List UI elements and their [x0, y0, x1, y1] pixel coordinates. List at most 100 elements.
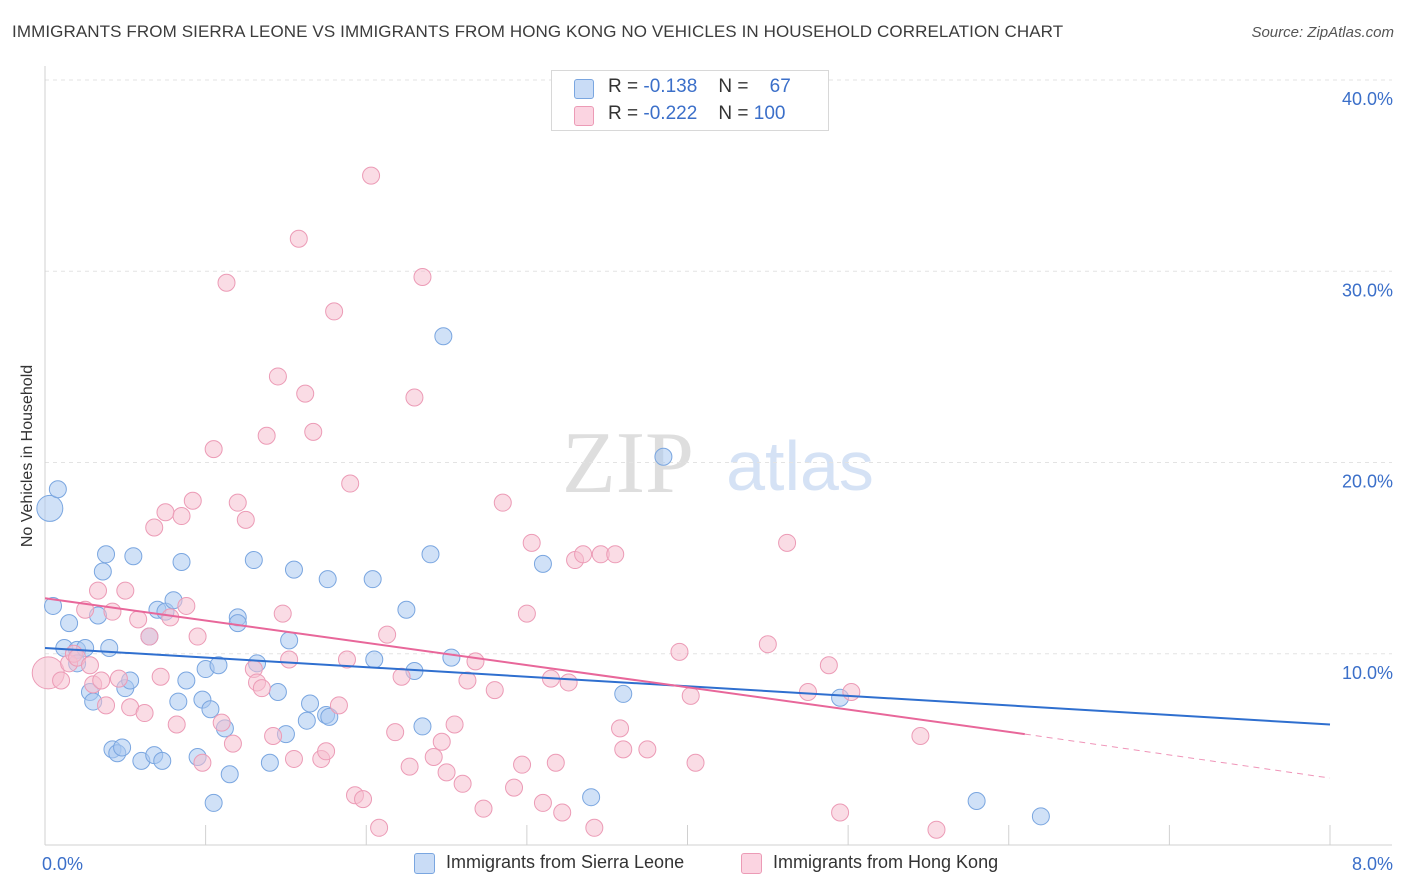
sierra-leone-point [297, 711, 316, 730]
hong-kong-point [52, 671, 71, 690]
sierra-leone-point [44, 596, 63, 615]
y-tick-label: 30.0% [1342, 280, 1393, 300]
hong-kong-point [485, 681, 504, 700]
hong-kong-point [212, 713, 231, 732]
hong-kong-point [76, 600, 95, 619]
sierra-leone-point [421, 545, 440, 564]
n-label: N = [718, 76, 749, 97]
sierra-leone-point [172, 552, 191, 571]
sierra-leone-point [220, 765, 239, 784]
hong-kong-point [559, 673, 578, 692]
hong-kong-point [424, 748, 443, 767]
hong-kong-point [831, 803, 850, 822]
hong-kong-point [466, 652, 485, 671]
hong-kong-point [517, 604, 536, 623]
watermark-atlas: atlas [726, 427, 874, 505]
stats-swatch-pink [574, 106, 594, 126]
sierra-leone-point [244, 551, 263, 570]
hong-kong-point [140, 627, 159, 646]
x-tick-label: 8.0% [1352, 854, 1393, 874]
hong-kong-point [819, 656, 838, 675]
hong-kong-point [172, 507, 191, 526]
sierra-leone-point [60, 614, 79, 633]
hong-kong-point [317, 742, 336, 761]
sierra-leone-point [442, 648, 461, 667]
hong-kong-point [103, 602, 122, 621]
hong-kong-point [167, 715, 186, 734]
sierra-leone-point [124, 547, 143, 566]
hong-kong-point [135, 704, 154, 723]
sierra-leone-point [36, 494, 64, 522]
n-label: N = [718, 103, 749, 124]
hong-kong-point [606, 545, 625, 564]
y-tick-label: 10.0% [1342, 663, 1393, 683]
hong-kong-point [188, 627, 207, 646]
hong-kong-point [638, 740, 657, 759]
sierra-leone-point [365, 650, 384, 669]
hong-kong-point [325, 302, 344, 321]
hong-kong-point [97, 696, 116, 715]
hong-kong-point [927, 820, 946, 839]
hong-kong-point [474, 799, 493, 818]
sierra-leone-point [320, 707, 339, 726]
legend-label: Immigrants from Hong Kong [773, 852, 999, 872]
hong-kong-point [151, 667, 170, 686]
hong-kong-point [280, 650, 299, 669]
hong-kong-point [329, 696, 348, 715]
y-tick-label: 20.0% [1342, 472, 1393, 492]
hong-kong-point [574, 545, 593, 564]
sierra-leone-point [614, 684, 633, 703]
r-label: R = [608, 76, 639, 97]
sierra-leone-point [284, 560, 303, 579]
n-value: 67 [769, 76, 791, 97]
watermark-zip: ZIP [562, 415, 694, 512]
hong-kong-point [611, 719, 630, 738]
hong-kong-point [296, 384, 315, 403]
r-value: -0.222 [643, 103, 698, 124]
sierra-leone-point [582, 788, 601, 807]
sierra-leone-point [363, 570, 382, 589]
hong-kong-point [670, 642, 689, 661]
sierra-leone-point [654, 447, 673, 466]
hong-kong-point [257, 426, 276, 445]
sierra-leone-trend-line [44, 647, 1331, 726]
hong-kong-point [585, 818, 604, 837]
hong-kong-point [386, 723, 405, 742]
sierra-leone-point [97, 545, 116, 564]
sierra-leone-point [204, 793, 223, 812]
hong-kong-point [505, 778, 524, 797]
hong-kong-point [129, 610, 148, 629]
sierra-leone-point [301, 694, 320, 713]
hong-kong-point [145, 518, 164, 537]
sierra-leone-point [169, 692, 188, 711]
sierra-leone-point [201, 700, 220, 719]
hong-kong-point [193, 753, 212, 772]
stats-swatch-blue [574, 79, 594, 99]
hong-kong-point [304, 422, 323, 441]
hong-kong-point [252, 679, 271, 698]
sierra-leone-point [967, 792, 986, 811]
hong-kong-point [177, 596, 196, 615]
hong-kong-point [533, 793, 552, 812]
hong-kong-point [405, 388, 424, 407]
hong-kong-point [681, 686, 700, 705]
hong-kong-point [370, 818, 389, 837]
hong-kong-point [109, 669, 128, 688]
hong-kong-point [400, 757, 419, 776]
legend-label: Immigrants from Sierra Leone [446, 852, 685, 872]
legend-swatch-blue [414, 853, 435, 874]
sierra-leone-point [280, 631, 299, 650]
hong-kong-point [236, 510, 255, 529]
hong-kong-point [798, 683, 817, 701]
sierra-leone-point [113, 738, 132, 757]
hong-kong-point [217, 273, 236, 292]
hong-kong-point [337, 650, 356, 669]
r-value: -0.138 [643, 76, 698, 97]
r-label: R = [608, 103, 639, 124]
sierra-leone-point [413, 717, 432, 736]
hong-kong-point [437, 763, 456, 782]
hong-kong-point [116, 581, 135, 600]
hong-kong-point [223, 734, 242, 753]
hong-kong-point [183, 491, 202, 510]
hong-kong-point [513, 755, 532, 774]
